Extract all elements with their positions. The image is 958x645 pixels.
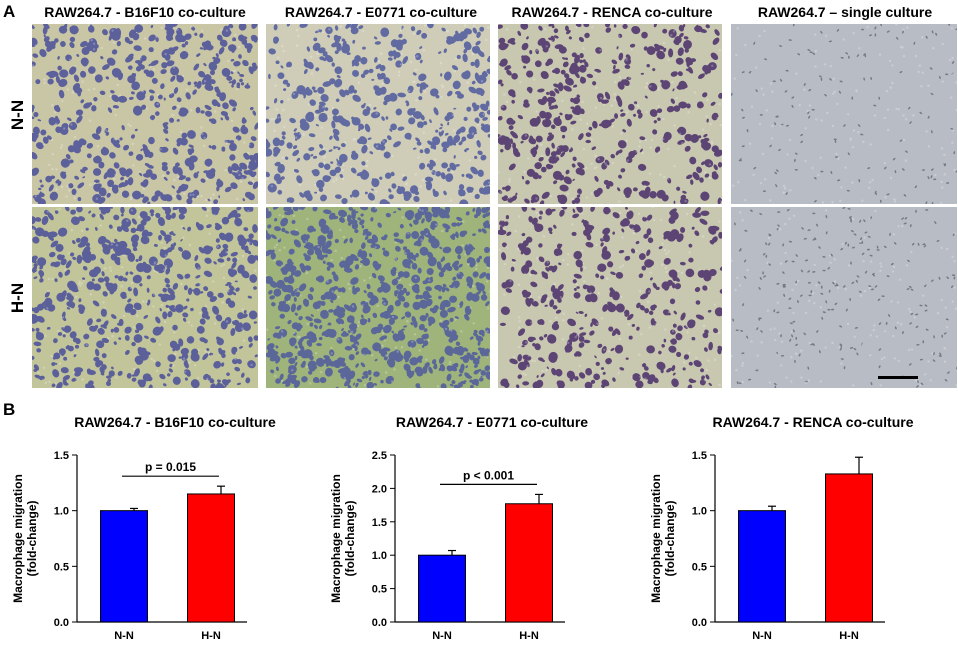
bar-chart-e0771: Macrophage migration(fold-change) 0.0 0.5 1…: [329, 450, 565, 642]
y-axis-label: Macrophage migration(fold-change): [329, 474, 357, 603]
micrograph-renca-nn: [498, 24, 722, 204]
y-tick-label: 2.0: [372, 483, 387, 495]
column-title-single: RAW264.7 – single culture: [757, 4, 933, 20]
bar-n-n: [418, 554, 466, 623]
bar-h-n: [505, 503, 553, 623]
y-tick-label: 1.0: [54, 506, 69, 518]
bar-chart-b16f10: Macrophage migration(fold-change) 0.0 0.5 1…: [11, 450, 247, 642]
p-value-label: p < 0.001: [463, 468, 514, 482]
y-tick-label: 1.5: [372, 517, 387, 529]
panel-a-letter: A: [3, 2, 16, 21]
row-label-nn: N-N: [8, 99, 27, 131]
x-tick-label: N-N: [432, 630, 452, 642]
micrograph-renca-hn: [498, 207, 722, 388]
bar-h-n: [825, 473, 873, 623]
p-value-label: p = 0.015: [145, 460, 196, 474]
y-tick-label: 2.5: [372, 450, 387, 462]
panel-b-letter: B: [3, 400, 16, 419]
y-tick-label: 0.0: [372, 617, 387, 629]
x-tick-label: N-N: [114, 630, 134, 642]
row-label-hn: H-N: [8, 282, 27, 314]
micrograph-b16f10-hn: [32, 207, 258, 388]
chart-title-b16f10: RAW264.7 - B16F10 co-culture: [74, 414, 276, 430]
bar-n-n: [738, 510, 786, 623]
x-tick-label: H-N: [839, 630, 859, 642]
y-tick-label: 0.0: [692, 617, 707, 629]
x-tick-label: H-N: [519, 630, 539, 642]
chart-title-e0771: RAW264.7 - E0771 co-culture: [395, 414, 589, 430]
y-tick-label: 1.0: [372, 550, 387, 562]
scale-bar: [878, 376, 918, 379]
y-tick-label: 1.5: [54, 450, 69, 462]
y-tick-label: 1.0: [692, 506, 707, 518]
micrograph-single-nn: [731, 24, 957, 204]
bar-n-n: [100, 510, 148, 623]
column-title-e0771: RAW264.7 - E0771 co-culture: [284, 4, 478, 20]
chart-title-renca: RAW264.7 - RENCA co-culture: [712, 414, 914, 430]
y-tick-label: 0.5: [692, 561, 707, 573]
micrograph-b16f10-nn: [32, 24, 258, 204]
bar-chart-renca: Macrophage migration(fold-change) 0.0 0.5 1…: [649, 450, 885, 642]
column-title-renca: RAW264.7 - RENCA co-culture: [511, 4, 713, 20]
micrograph-e0771-nn: [266, 24, 490, 204]
y-tick-label: 0.0: [54, 617, 69, 629]
column-title-b16f10: RAW264.7 - B16F10 co-culture: [44, 4, 246, 20]
x-tick-label: H-N: [201, 630, 221, 642]
micrograph-single-hn: [731, 207, 957, 388]
y-axis-label: Macrophage migration(fold-change): [11, 474, 39, 603]
x-tick-label: N-N: [752, 630, 772, 642]
y-tick-label: 0.5: [54, 561, 69, 573]
y-tick-label: 1.5: [692, 450, 707, 462]
y-axis-label: Macrophage migration(fold-change): [649, 474, 677, 603]
micrograph-e0771-hn: [266, 207, 490, 388]
y-tick-label: 0.5: [372, 584, 387, 596]
bar-h-n: [187, 493, 235, 623]
